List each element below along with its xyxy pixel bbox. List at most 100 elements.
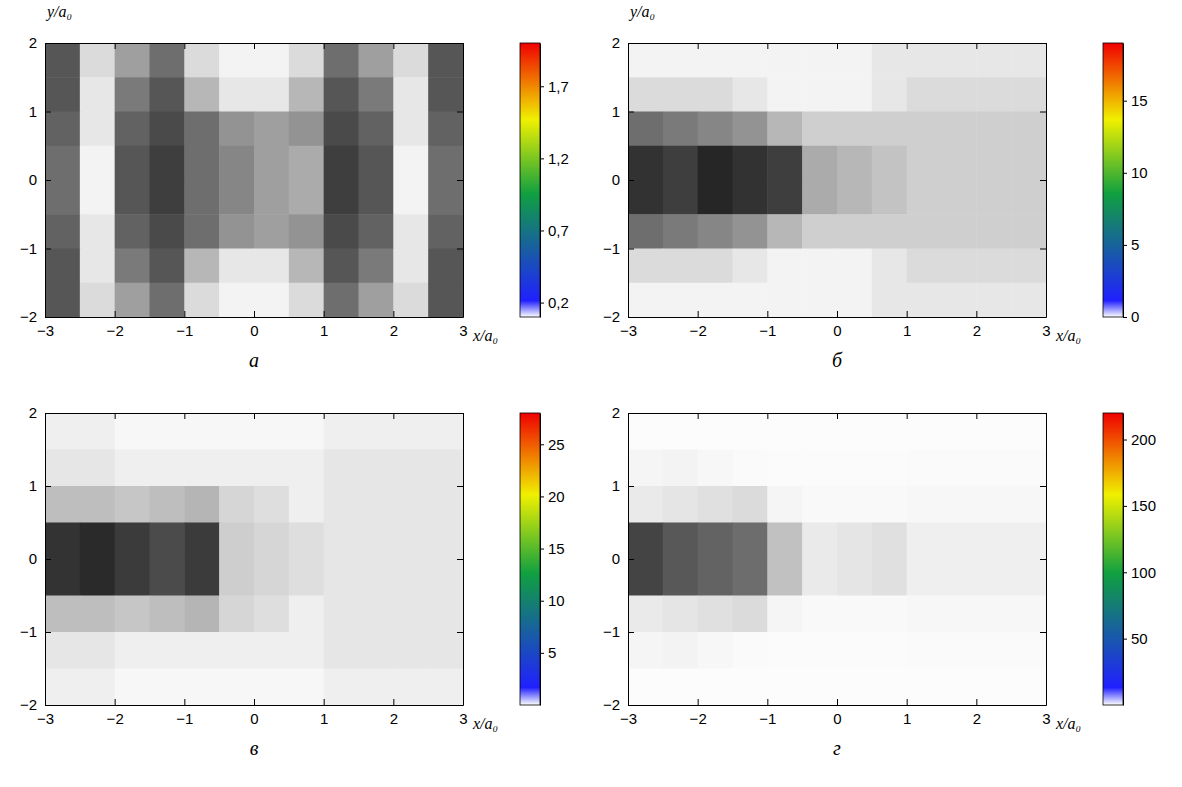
cell: [45, 450, 80, 487]
cell: [1011, 146, 1046, 181]
cells: [628, 43, 1046, 317]
cell: [872, 214, 907, 249]
cell: [872, 669, 907, 706]
cell: [184, 523, 219, 560]
tick: 20: [540, 488, 565, 505]
cell: [698, 214, 733, 249]
tick: [457, 413, 463, 414]
tick-mark: [393, 43, 394, 49]
cell: [219, 523, 254, 560]
cell: [184, 112, 219, 147]
cell: [976, 596, 1011, 633]
cell: [80, 214, 115, 249]
cell: [663, 450, 698, 487]
y-axis: −2−1012: [20, 34, 51, 325]
cell: [428, 632, 463, 669]
tick-mark: [1123, 639, 1127, 640]
cell: [289, 413, 324, 450]
cell: [80, 450, 115, 487]
tick: [457, 705, 463, 706]
cell: [907, 43, 942, 78]
cell: [115, 43, 150, 78]
cell: [942, 146, 977, 181]
cell: [289, 559, 324, 596]
colorbar: [520, 413, 540, 705]
tick: 1: [29, 477, 51, 494]
tick: [976, 43, 977, 49]
cell: [1011, 283, 1046, 317]
cell: [872, 77, 907, 112]
tick-label: −2: [107, 710, 124, 727]
tick: 10: [1123, 164, 1148, 181]
tick-mark: [540, 303, 544, 304]
x-axis-title: x/a₀: [1055, 715, 1081, 732]
cell: [428, 180, 463, 215]
tick-label: −1: [759, 710, 776, 727]
cell: [219, 249, 254, 284]
tick-mark: [457, 249, 463, 250]
tick-label: 2: [390, 322, 398, 339]
tick-label: 10: [548, 592, 565, 609]
cell: [942, 180, 977, 215]
cell: [1011, 632, 1046, 669]
tick-mark: [540, 86, 544, 87]
tick-label: −1: [20, 240, 37, 257]
x-axis-title: x/a₀: [472, 715, 498, 732]
cell: [907, 146, 942, 181]
cell: [628, 523, 663, 560]
cell: [115, 283, 150, 317]
cell: [324, 146, 359, 181]
cell: [254, 214, 289, 249]
cell: [698, 632, 733, 669]
cell: [663, 632, 698, 669]
tick-mark: [1123, 101, 1127, 102]
cell: [907, 669, 942, 706]
cell: [289, 180, 324, 215]
cell: [359, 632, 394, 669]
cell: [802, 249, 837, 284]
cell: [628, 450, 663, 487]
colorbar: [1103, 43, 1123, 317]
tick-mark: [698, 699, 699, 705]
tick: [1040, 705, 1046, 706]
tick-label: 1: [320, 322, 328, 339]
cell: [872, 632, 907, 669]
cell: [907, 486, 942, 523]
cell: [150, 596, 185, 633]
cell: [219, 450, 254, 487]
tick-mark: [976, 43, 977, 49]
cell: [628, 632, 663, 669]
tick: 0: [29, 171, 51, 188]
cell: [289, 112, 324, 147]
cell: [837, 180, 872, 215]
axis-line: [463, 414, 464, 706]
cell: [698, 413, 733, 450]
cell: [428, 450, 463, 487]
tick-label: 2: [390, 710, 398, 727]
tick-mark: [457, 43, 463, 44]
cell: [219, 559, 254, 596]
cell: [942, 77, 977, 112]
cell: [802, 559, 837, 596]
cell: [184, 283, 219, 317]
cell: [767, 632, 802, 669]
cell: [393, 596, 428, 633]
tick: 1: [320, 699, 328, 727]
cell: [976, 180, 1011, 215]
cell: [976, 283, 1011, 317]
tick-mark: [184, 413, 185, 419]
tick-label: 1: [29, 103, 37, 120]
axis-line: [1046, 44, 1047, 318]
tick: −2: [690, 311, 707, 339]
cell: [80, 632, 115, 669]
tick: 2: [390, 699, 398, 727]
tick-mark: [540, 158, 544, 159]
cell: [150, 43, 185, 78]
cell: [184, 180, 219, 215]
tick: [1040, 559, 1046, 560]
tick: 2: [973, 699, 981, 727]
cell: [733, 146, 768, 181]
tick-label: 0: [250, 322, 258, 339]
cell: [428, 596, 463, 633]
cell: [254, 43, 289, 78]
